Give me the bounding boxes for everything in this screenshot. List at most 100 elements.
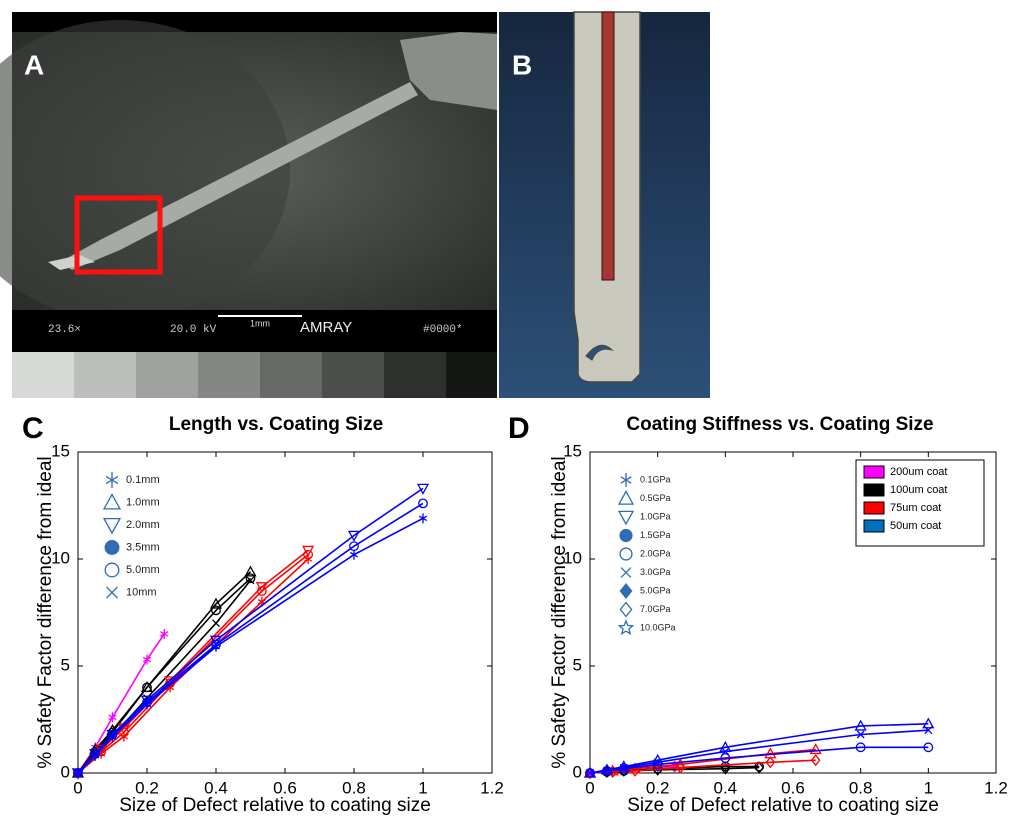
image-number: #0000*: [423, 324, 463, 336]
x-tick-label: 1.2: [480, 778, 504, 797]
x-tick-label: 1.2: [984, 778, 1008, 797]
chart-title: Coating Stiffness vs. Coating Size: [626, 414, 933, 435]
data-point: [675, 761, 686, 774]
data-point: [765, 756, 776, 769]
voltage: 20.0 kV: [170, 324, 217, 336]
data-point: [810, 754, 821, 767]
highlight-box: [74, 195, 163, 275]
gray-step: [446, 352, 497, 398]
data-point: [108, 712, 117, 723]
data-point: [618, 763, 629, 774]
legend-label: 5.0mm: [126, 564, 160, 576]
y-tick-label: 5: [573, 655, 582, 674]
x-tick-label: 0.4: [204, 778, 228, 797]
data-point: [809, 743, 822, 755]
legend-marker: [620, 473, 632, 487]
x-tick-label: 0: [73, 778, 82, 797]
data-point: [142, 699, 152, 710]
gray-step: [74, 352, 136, 398]
legend-label: 2.0mm: [126, 519, 160, 531]
gray-step: [322, 352, 384, 398]
legend-label: 50um coat: [890, 520, 941, 532]
sem-shadow: [0, 20, 290, 320]
legend-label: 3.5mm: [126, 541, 160, 553]
data-point: [209, 597, 223, 609]
data-point: [91, 750, 100, 761]
x-tick-label: 0.8: [342, 778, 366, 797]
data-point: [108, 731, 117, 742]
legend-swatch: [863, 465, 885, 479]
x-tick-label: 0.4: [714, 778, 738, 797]
data-point: [602, 765, 612, 776]
legend-marker: [105, 472, 119, 488]
data-point: [349, 549, 359, 560]
legend-swatch: [863, 501, 885, 515]
data-point: [211, 605, 221, 616]
y-tick-label: 15: [51, 441, 70, 460]
legend-label: 1.0mm: [126, 496, 160, 508]
gray-step: [136, 352, 198, 398]
panel-a: 1mm 23.6× 20.0 kV AMRAY #0000* A: [0, 12, 497, 398]
data-point: [256, 586, 267, 596]
magnification: 23.6×: [48, 324, 81, 336]
legend-label: 5.0GPa: [640, 585, 671, 595]
data-point: [856, 730, 865, 739]
data-point: [854, 719, 867, 731]
gray-step: [260, 352, 322, 398]
probe-hook: [585, 344, 614, 361]
y-tick-label: 10: [51, 548, 70, 567]
legend-marker: [102, 493, 122, 510]
data-point: [923, 742, 934, 753]
y-axis-label: % Safety Factor difference from ideal: [35, 456, 56, 768]
data-point: [585, 766, 595, 780]
x-tick-label: 0.6: [781, 778, 805, 797]
data-point: [652, 759, 663, 770]
legend-marker: [620, 567, 632, 578]
legend-label: 10.0GPa: [640, 622, 676, 632]
data-point: [720, 753, 731, 763]
x-tick-label: 0.2: [646, 778, 670, 797]
data-point: [630, 764, 640, 777]
legend-marker: [619, 582, 633, 600]
data-point: [922, 717, 935, 729]
legend-label: 7.0GPa: [640, 604, 671, 614]
y-tick-label: 0: [573, 762, 582, 781]
x-tick-label: 0.6: [273, 778, 297, 797]
data-point: [142, 682, 152, 693]
x-tick-label: 0.8: [849, 778, 873, 797]
gray-step: [198, 352, 260, 398]
data-point: [585, 768, 595, 778]
legend-marker: [617, 619, 635, 636]
legend-marker: [104, 540, 120, 555]
y-tick-label: 5: [61, 655, 70, 674]
panel-label: A: [24, 49, 44, 80]
chart-title: Length vs. Coating Size: [169, 414, 383, 435]
legend-marker: [617, 510, 635, 526]
legend-label: 100um coat: [890, 484, 947, 496]
x-axis-label: Size of Defect relative to coating size: [627, 795, 939, 816]
data-point: [119, 731, 128, 742]
panel-label: C: [22, 412, 44, 445]
data-point: [418, 513, 428, 524]
legend-label: 3.0GPa: [640, 567, 671, 577]
x-tick-label: 1: [418, 778, 427, 797]
plot-frame: [77, 451, 493, 774]
legend-marker: [619, 547, 633, 561]
legend-marker: [619, 601, 633, 618]
x-tick-label: 0.2: [135, 778, 159, 797]
panel-b: B: [499, 11, 710, 398]
data-point: [211, 641, 221, 652]
legend-label: 1.0GPa: [640, 511, 671, 521]
gray-step: [384, 352, 446, 398]
x-tick-label: 0: [585, 778, 594, 797]
legend-label: 0.5GPa: [640, 493, 671, 503]
data-point: [160, 628, 169, 639]
scale-bar-label: 1mm: [250, 318, 270, 328]
data-point: [617, 760, 630, 772]
legend-label: 0.1GPa: [640, 474, 671, 484]
legend-swatch: [863, 483, 885, 497]
legend-label: 10mm: [126, 586, 157, 598]
y-axis-label: % Safety Factor difference from ideal: [549, 456, 570, 768]
legend-label: 0.1mm: [126, 474, 160, 486]
